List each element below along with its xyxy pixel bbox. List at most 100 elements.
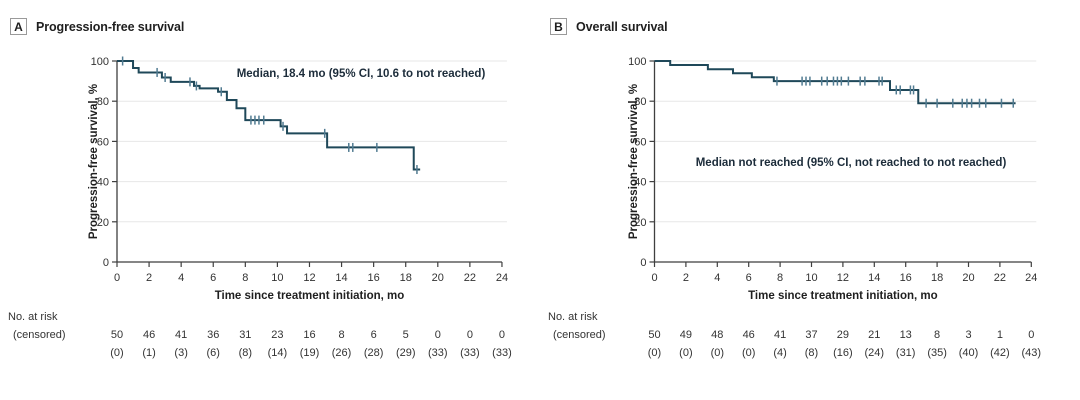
at-risk-censored: (1) (142, 347, 155, 359)
at-risk-n: 0 (435, 329, 441, 341)
at-risk-censored: (8) (239, 347, 252, 359)
x-tick-label: 24 (1025, 272, 1037, 284)
y-tick-label: 100 (628, 56, 646, 68)
at-risk-censored: (14) (268, 347, 288, 359)
at-risk-n: 46 (143, 329, 155, 341)
at-risk-n: 29 (837, 329, 849, 341)
at-risk-n: 1 (997, 329, 1003, 341)
at-risk-row2-label: (censored) (13, 329, 66, 341)
x-tick-label: 12 (837, 272, 849, 284)
at-risk-n: 8 (934, 329, 940, 341)
y-tick-label: 80 (634, 96, 646, 108)
at-risk-n: 36 (207, 329, 219, 341)
at-risk-censored: (0) (648, 347, 661, 359)
at-risk-n: 37 (805, 329, 817, 341)
panel-progression-free-survival: A Progression-free survival 0 20 40 60 80 100… (8, 18, 512, 359)
x-tick-label: 20 (432, 272, 444, 284)
at-risk-n: 49 (680, 329, 692, 341)
at-risk-n: 46 (743, 329, 755, 341)
at-risk-n: 0 (1028, 329, 1034, 341)
y-tick-label: 60 (634, 136, 646, 148)
at-risk-n: 8 (338, 329, 344, 341)
at-risk-n: 41 (175, 329, 187, 341)
at-risk-n: 13 (900, 329, 912, 341)
x-tick-label: 24 (496, 272, 508, 284)
at-risk-censored: (33) (428, 347, 448, 359)
x-tick-label: 10 (805, 272, 817, 284)
at-risk-censored: (0) (742, 347, 755, 359)
panel-a-title: Progression-free survival (36, 19, 185, 34)
panel-b-letter-badge: B (550, 18, 567, 35)
at-risk-censored: (29) (396, 347, 416, 359)
at-risk-row1-label: No. at risk (548, 311, 598, 323)
at-risk-censored: (0) (711, 347, 724, 359)
at-risk-n: 6 (371, 329, 377, 341)
x-tick-label: 8 (242, 272, 248, 284)
median-annotation: Median, 18.4 mo (95% CI, 10.6 to not rea… (237, 68, 486, 80)
x-tick-label: 4 (178, 272, 184, 284)
at-risk-n: 31 (239, 329, 251, 341)
at-risk-n: 5 (403, 329, 409, 341)
at-risk-censored: (3) (174, 347, 187, 359)
y-axis-label: Progression-free survival, % (628, 84, 640, 239)
x-tick-label: 14 (335, 272, 347, 284)
km-curve (117, 60, 421, 171)
at-risk-censored: (31) (896, 347, 916, 359)
at-risk-censored: (33) (460, 347, 480, 359)
at-risk-censored: (26) (332, 347, 352, 359)
panel-b-title: Overall survival (576, 19, 668, 34)
x-tick-label: 6 (210, 272, 216, 284)
x-tick-label: 8 (777, 272, 783, 284)
x-tick-label: 0 (651, 272, 657, 284)
at-risk-row2-label: (censored) (553, 329, 606, 341)
y-tick-label: 20 (634, 217, 646, 229)
at-risk-censored: (40) (959, 347, 979, 359)
y-axis-label: Progression-free survival, % (88, 84, 100, 239)
y-tick-label: 0 (103, 257, 109, 269)
x-tick-label: 16 (368, 272, 380, 284)
y-tick-label: 80 (97, 96, 109, 108)
at-risk-n: 23 (271, 329, 283, 341)
at-risk-n: 50 (648, 329, 660, 341)
y-tick-label: 0 (640, 257, 646, 269)
at-risk-censored: (28) (364, 347, 384, 359)
y-tick-label: 100 (91, 56, 109, 68)
x-tick-label: 10 (271, 272, 283, 284)
at-risk-censored: (42) (990, 347, 1010, 359)
x-tick-label: 0 (114, 272, 120, 284)
at-risk-censored: (16) (833, 347, 853, 359)
at-risk-censored: (33) (492, 347, 512, 359)
x-tick-label: 14 (868, 272, 880, 284)
at-risk-row1-label: No. at risk (8, 311, 58, 323)
x-tick-label: 20 (962, 272, 974, 284)
panel-a-header: A Progression-free survival (10, 18, 184, 35)
x-tick-label: 22 (994, 272, 1006, 284)
x-tick-label: 2 (146, 272, 152, 284)
at-risk-censored: (0) (110, 347, 123, 359)
x-tick-label: 6 (746, 272, 752, 284)
x-tick-label: 18 (400, 272, 412, 284)
at-risk-n: 0 (499, 329, 505, 341)
km-curve (654, 60, 1016, 105)
x-tick-label: 4 (714, 272, 720, 284)
x-tick-label: 12 (303, 272, 315, 284)
at-risk-n: 41 (774, 329, 786, 341)
x-axis-label: Time since treatment initiation, mo (748, 290, 938, 302)
y-tick-label: 40 (97, 177, 109, 189)
y-tick-label: 40 (634, 177, 646, 189)
panel-a-letter-badge: A (10, 18, 27, 35)
panel-b-header: B Overall survival (550, 18, 668, 35)
at-risk-censored: (35) (927, 347, 947, 359)
y-tick-label: 60 (97, 136, 109, 148)
at-risk-n: 16 (303, 329, 315, 341)
at-risk-n: 3 (965, 329, 971, 341)
at-risk-n: 48 (711, 329, 723, 341)
panel-overall-survival: B Overall survival 0 20 40 60 80 100 0 2 4 6 8 10 12… (540, 0, 1080, 400)
y-tick-label: 20 (97, 217, 109, 229)
at-risk-censored: (6) (207, 347, 220, 359)
x-tick-label: 22 (464, 272, 476, 284)
at-risk-n: 21 (868, 329, 880, 341)
